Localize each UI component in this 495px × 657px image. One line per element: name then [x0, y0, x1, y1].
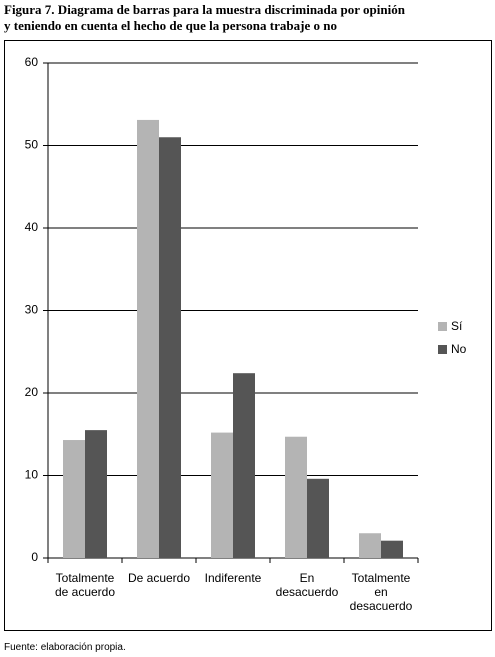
bar: [233, 373, 255, 558]
bar: [159, 137, 181, 558]
legend-swatch: [438, 345, 447, 354]
y-tick-label: 40: [25, 220, 39, 234]
y-tick-label: 20: [25, 385, 39, 399]
chart-frame: [4, 40, 492, 631]
title-line: Figura 7. Diagrama de barras para la mue…: [4, 2, 405, 17]
y-tick-label: 10: [25, 468, 39, 482]
source: Fuente: elaboración propia.: [4, 642, 126, 653]
bar: [285, 436, 307, 558]
title-line: y teniendo en cuenta el hecho de que la …: [4, 18, 337, 33]
y-tick-label: 60: [25, 55, 39, 69]
legend-label: No: [451, 342, 467, 356]
x-tick-label: En desacuerdo: [275, 571, 339, 599]
y-tick-label: 30: [25, 303, 39, 317]
bar: [63, 440, 85, 558]
y-tick-label: 50: [25, 138, 39, 152]
bar: [85, 430, 107, 558]
bar: [381, 540, 403, 558]
bar: [307, 478, 329, 558]
bar: [211, 432, 233, 558]
legend-swatch: [438, 322, 447, 331]
bar: [359, 533, 381, 558]
legend-label: Sí: [451, 319, 463, 333]
bar: [137, 119, 159, 559]
x-tick-label: Indiferente: [204, 571, 262, 585]
x-tick-label: Totalmente de acuerdo: [54, 571, 116, 599]
x-tick-label: Totalmente en desacuerdo: [349, 571, 413, 613]
y-tick-label: 0: [31, 550, 38, 564]
x-tick-label: De acuerdo: [127, 571, 191, 585]
